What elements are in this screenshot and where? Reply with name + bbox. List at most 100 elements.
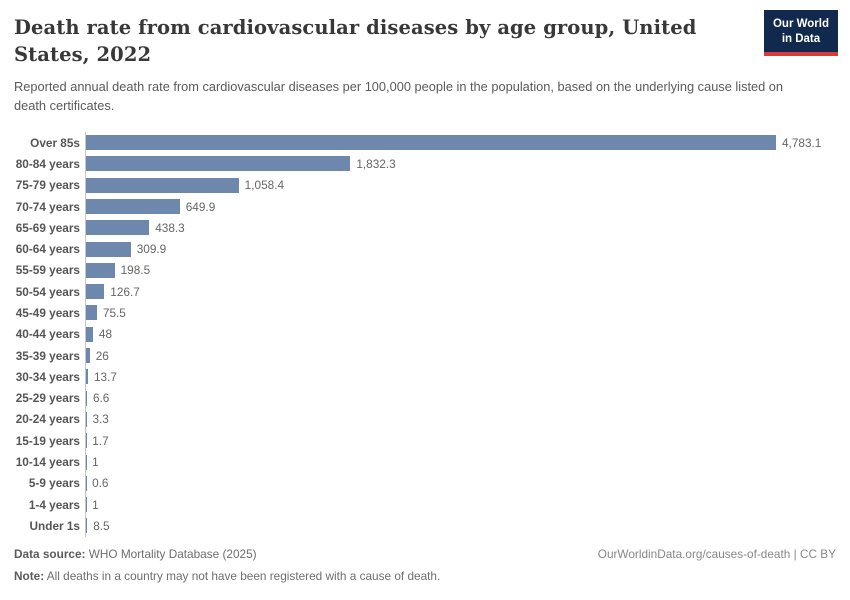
- plot-area: 438.3: [85, 217, 850, 239]
- bar-row: 45-49 years 75.5: [14, 302, 850, 324]
- bar[interactable]: [86, 518, 88, 534]
- bar[interactable]: [86, 135, 776, 151]
- value-label: 26: [95, 348, 109, 363]
- value-label: 198.5: [120, 263, 151, 278]
- category-label: 60-64 years: [15, 242, 80, 257]
- plot-area: 75.5: [85, 302, 850, 324]
- bar-row: 60-64 years 309.9: [14, 238, 850, 260]
- plot-area: 8.5: [85, 515, 850, 537]
- bar[interactable]: [86, 220, 150, 236]
- chart-footer: Data source: WHO Mortality Database (202…: [14, 544, 836, 588]
- category-label: 20-24 years: [15, 412, 80, 427]
- bar-row: 5-9 years 0.6: [14, 472, 850, 495]
- bar-row: 65-69 years 438.3: [14, 217, 850, 239]
- plot-area: 198.5: [85, 259, 850, 282]
- value-label: 1.7: [92, 433, 109, 448]
- note-line: Note: All deaths in a country may not ha…: [14, 566, 836, 588]
- category-label: 30-34 years: [15, 369, 80, 384]
- bar-row: 30-34 years 13.7: [14, 366, 850, 388]
- credit-link[interactable]: OurWorldinData.org/causes-of-death | CC …: [597, 547, 836, 562]
- owid-logo-line2: in Data: [781, 32, 821, 45]
- value-label: 1: [92, 455, 99, 470]
- chart-subtitle: Reported annual death rate from cardiova…: [14, 78, 784, 113]
- bar[interactable]: [86, 262, 115, 278]
- value-label: 8.5: [93, 518, 110, 533]
- bar[interactable]: [86, 284, 105, 300]
- plot-area: 1,058.4: [85, 174, 850, 196]
- bar[interactable]: [86, 156, 351, 172]
- owid-logo-line1: Our World: [772, 18, 829, 30]
- bar-row: 15-19 years 1.7: [14, 430, 850, 452]
- bar[interactable]: [86, 199, 180, 214]
- category-label: 65-69 years: [15, 220, 80, 235]
- value-label: 13.7: [93, 369, 117, 384]
- bar-row: Over 85s 4,783.1: [14, 131, 850, 154]
- value-label: 0.6: [92, 476, 109, 491]
- category-label: 35-39 years: [15, 348, 80, 363]
- value-label: 1,832.3: [356, 156, 396, 171]
- value-label: 48: [98, 327, 113, 342]
- category-label: Over 85s: [30, 135, 80, 150]
- bar-row: 80-84 years 1,832.3: [14, 153, 850, 175]
- value-label: 3.3: [92, 412, 109, 427]
- data-source-text: WHO Mortality Database (2025): [85, 547, 257, 562]
- bar-row: 50-54 years 126.7: [14, 281, 850, 303]
- plot-area: 3.3: [85, 408, 850, 431]
- category-label: 5-9 years: [28, 476, 80, 491]
- plot-area: 649.9: [85, 195, 850, 218]
- note-text: All deaths in a country may not have bee…: [44, 569, 441, 584]
- note-label: Note:: [14, 569, 45, 584]
- owid-logo: Our World in Data: [763, 10, 838, 56]
- plot-area: 13.7: [85, 366, 850, 388]
- plot-area: 48: [85, 323, 850, 345]
- plot-area: 6.6: [85, 387, 850, 409]
- bar-row: 1-4 years 1: [14, 494, 850, 516]
- plot-area: 126.7: [85, 281, 850, 303]
- category-label: Under 1s: [29, 518, 80, 533]
- value-label: 438.3: [155, 220, 185, 235]
- plot-area: 1: [85, 494, 850, 516]
- value-label: 4,783.1: [782, 135, 822, 150]
- data-source-label: Data source:: [14, 547, 86, 562]
- value-label: 6.6: [92, 391, 110, 406]
- category-label: 40-44 years: [15, 327, 80, 342]
- bar[interactable]: [86, 369, 88, 385]
- value-label: 1,058.4: [244, 178, 285, 193]
- bar[interactable]: [86, 177, 239, 193]
- plot-area: 4,783.1: [85, 131, 850, 154]
- bar[interactable]: [86, 305, 97, 321]
- bar-row: 55-59 years 198.5: [14, 259, 850, 282]
- category-label: 55-59 years: [15, 263, 80, 278]
- value-label: 75.5: [102, 305, 126, 320]
- bar[interactable]: [86, 326, 93, 342]
- bar-chart: Over 85s 4,783.1 80-84 years 1,832.3 75-79 y…: [14, 131, 850, 537]
- plot-area: 26: [85, 344, 850, 367]
- data-source-line: Data source: WHO Mortality Database (202…: [14, 544, 257, 566]
- bar-row: 35-39 years 26: [14, 344, 850, 367]
- category-label: 15-19 years: [15, 433, 80, 448]
- chart-header: Death rate from cardiovascular diseases …: [0, 0, 850, 69]
- plot-area: 1: [85, 451, 850, 473]
- bar-row: 75-79 years 1,058.4: [14, 174, 850, 196]
- bar-row: Under 1s 8.5: [14, 515, 850, 537]
- value-label: 1: [92, 497, 99, 512]
- category-label: 50-54 years: [15, 284, 80, 299]
- category-label: 10-14 years: [15, 455, 80, 470]
- plot-area: 0.6: [85, 472, 850, 495]
- plot-area: 1,832.3: [85, 153, 850, 175]
- category-label: 45-49 years: [15, 305, 80, 320]
- bar-row: 20-24 years 3.3: [14, 408, 850, 431]
- category-label: 75-79 years: [15, 178, 80, 193]
- category-label: 1-4 years: [28, 497, 80, 512]
- bar-row: 70-74 years 649.9: [14, 195, 850, 218]
- bar[interactable]: [86, 241, 131, 257]
- bar[interactable]: [86, 348, 90, 364]
- value-label: 649.9: [185, 199, 216, 214]
- category-label: 25-29 years: [15, 391, 80, 406]
- value-label: 309.9: [136, 242, 167, 257]
- plot-area: 309.9: [85, 238, 850, 260]
- category-label: 80-84 years: [15, 156, 80, 171]
- category-label: 70-74 years: [15, 199, 80, 214]
- bar[interactable]: [86, 390, 87, 406]
